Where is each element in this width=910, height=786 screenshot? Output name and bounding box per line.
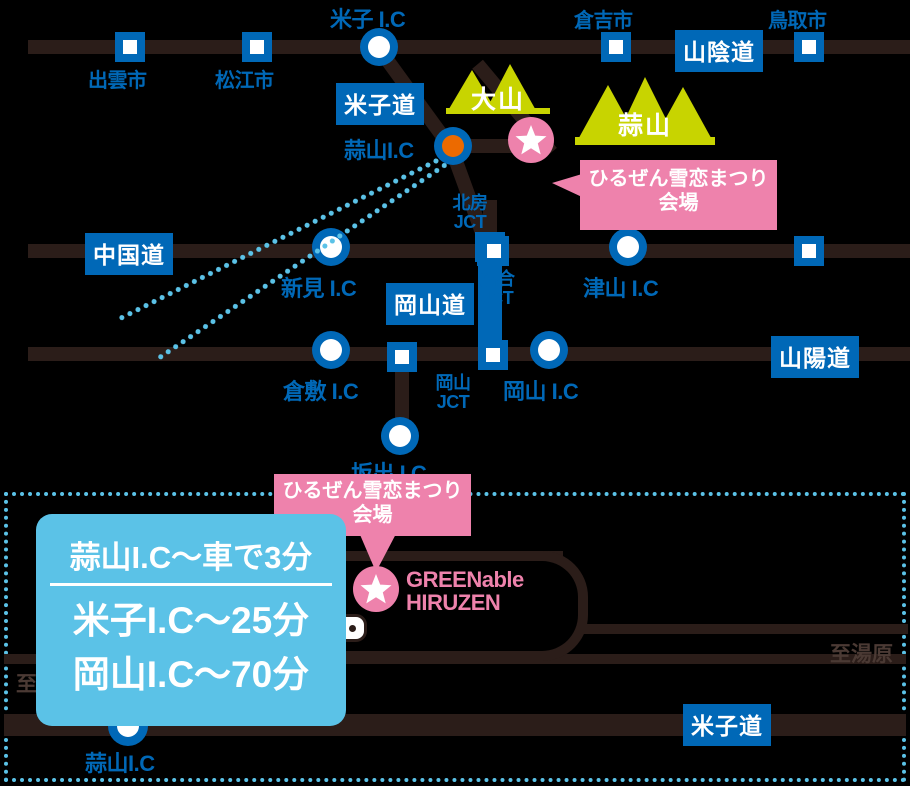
mountain-hiruzen-label: 蒜山 [617,112,672,140]
junction-label-kitabo-line2: JCT [453,212,487,232]
venue-callout-main: ひるぜん雪恋まつり 会場 [552,160,777,230]
inset-venue-callout-line2: 会場 [352,503,393,526]
route-badge-okayama: 岡山道 [386,283,474,325]
road-sanyo-expressway [28,347,910,361]
inset-label-to-yubara: 至湯原 [830,643,893,666]
junction-label-kitabo: 北房 JCT [430,194,510,232]
ic-label-okayama: 岡山 I.C [503,379,579,404]
city-marker-tottori[interactable] [794,32,824,62]
travel-time-line-2: 米子I.C〜25分 [72,600,310,641]
city-marker-matsue[interactable] [242,32,272,62]
ic-label-hiruzen: 蒜山I.C [344,138,414,163]
junction-label-okayama: 岡山 JCT [413,374,493,412]
zoom-connector-right [154,160,450,363]
venue-callout-main-tail [552,174,582,197]
city-marker-izumo[interactable] [115,32,145,62]
mountain-daisen-label: 大山 [470,86,525,114]
junction-label-ochiai: 落合 JCT [457,270,537,308]
inset-detail-map: P ヒルゼン高原センター GREENable HIRUZEN 至米子 至湯原 道… [4,474,908,782]
inset-ic-label-hiruzen: 蒜山I.C [85,751,155,776]
inset-label-greenable-line2: HIRUZEN [406,590,501,615]
inset-road-east [578,624,908,634]
junction-marker-kurashiki-sq[interactable] [387,342,417,372]
inset-star-greenable[interactable] [353,566,399,612]
mountain-hiruzen: 蒜山 [575,73,715,145]
inset-venue-callout-line1: ひるぜん雪恋まつり [282,480,463,502]
venue-callout-main-line1: ひるぜん雪恋まつり [588,168,769,190]
junction-label-ochiai-line2: JCT [480,288,514,308]
junction-label-kitabo-line1: 北房 [452,193,489,213]
city-label-kurayoshi: 倉吉市 [574,10,633,32]
dot-3 [348,624,356,632]
inset-venue-callout-tail [358,530,398,572]
ic-marker-hiruzen[interactable] [434,127,472,165]
inset-route-badge-yonago: 米子道 [683,704,771,746]
junction-label-ochiai-line1: 落合 [479,269,516,289]
inset-label-greenable-line1: GREENable [406,567,524,592]
route-badge-chugoku: 中国道 [85,233,173,275]
mountain-daisen: 大山 [446,62,550,114]
road-sakaide-connector [395,353,409,435]
star-icon [515,125,547,155]
ic-marker-yonago[interactable] [360,28,398,66]
inset-label-greenable: GREENable HIRUZEN [406,568,524,614]
ic-marker-okayama[interactable] [530,331,568,369]
ic-label-kurashiki: 倉敷 I.C [283,379,359,404]
city-label-tottori: 鳥取市 [768,10,827,32]
venue-star-marker[interactable] [508,117,554,163]
route-badge-sanyo: 山陽道 [771,336,859,378]
city-label-matsue: 松江市 [215,70,274,92]
junction-label-okayama-line1: 岡山 [435,373,472,393]
star-icon [360,574,392,604]
ic-marker-kurashiki[interactable] [312,331,350,369]
city-marker-chugoku-east[interactable] [794,236,824,266]
ic-marker-tsuyama[interactable] [609,228,647,266]
route-badge-sanin: 山陰道 [675,30,763,72]
junction-marker-okayama[interactable] [478,340,508,370]
road-sanin-expressway [28,40,910,54]
venue-callout-main-line2: 会場 [658,191,699,214]
city-marker-kurayoshi[interactable] [601,32,631,62]
inset-road-loop-curve [508,551,588,661]
ic-label-niimi: 新見 I.C [281,276,357,301]
travel-time-line-3: 岡山I.C〜70分 [72,654,310,695]
junction-label-okayama-line2: JCT [436,392,470,412]
city-label-izumo: 出雲市 [88,70,147,92]
infobox-divider [50,583,332,586]
ic-marker-sakaide[interactable] [381,417,419,455]
ic-label-tsuyama: 津山 I.C [583,276,659,301]
route-badge-yonago: 米子道 [336,83,424,125]
travel-time-line-1: 蒜山I.C〜車で3分 [69,540,313,575]
junction-marker-ochiai-east-sq[interactable] [479,236,509,266]
travel-time-infobox: 蒜山I.C〜車で3分 米子I.C〜25分 岡山I.C〜70分 [36,514,346,726]
ic-label-yonago: 米子 I.C [330,7,406,32]
